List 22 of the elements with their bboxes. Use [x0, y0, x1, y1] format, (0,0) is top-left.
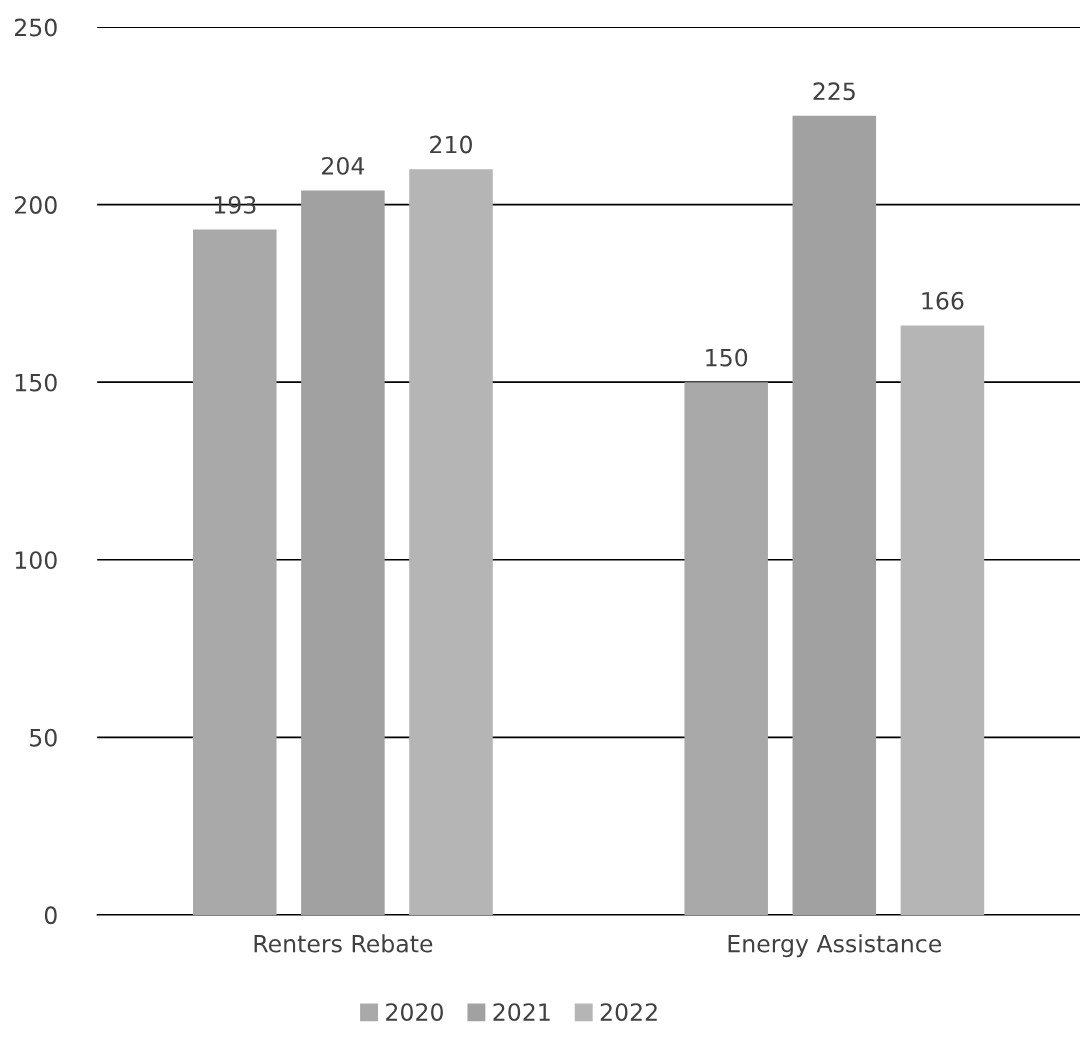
legend-label: 2022: [600, 1003, 657, 1021]
y-tick-label: 150: [15, 373, 57, 392]
bar: [193, 229, 277, 915]
legend-label: 2021: [493, 1003, 550, 1021]
y-tick-label: 100: [15, 551, 57, 570]
data-label: 225: [813, 82, 855, 101]
data-label: 150: [706, 348, 748, 367]
bar: [792, 115, 877, 915]
y-tick-label: 0: [44, 906, 57, 925]
bar: [900, 325, 985, 915]
bar: [409, 169, 493, 915]
data-label: 210: [430, 135, 472, 154]
x-tick-label: Renters Rebate: [254, 934, 433, 953]
bar: [684, 382, 768, 915]
y-tick-label: 250: [14, 18, 57, 37]
data-label: 166: [922, 291, 964, 310]
x-tick-label: Energy Assistance: [728, 934, 942, 958]
bar: [301, 190, 385, 915]
data-label: 204: [322, 156, 365, 175]
legend-label: 2020: [386, 1003, 443, 1021]
y-tick-label: 50: [30, 728, 57, 747]
y-tick-label: 200: [14, 196, 57, 214]
